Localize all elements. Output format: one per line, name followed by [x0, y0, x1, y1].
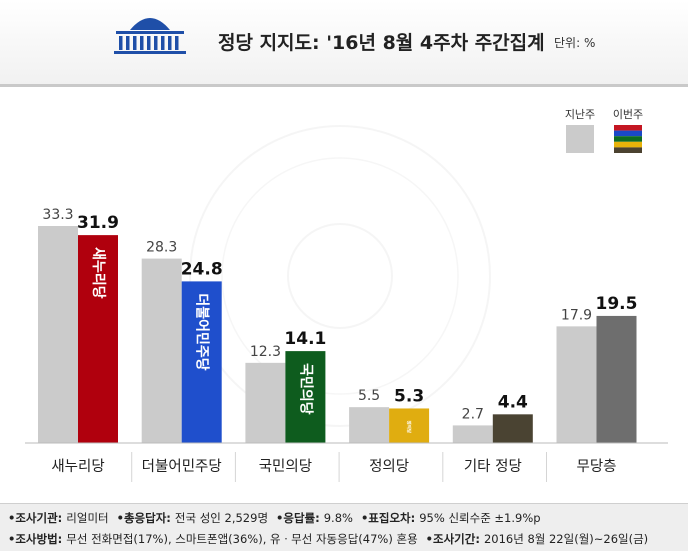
bar-previous-week	[38, 226, 78, 443]
footer-item-key: •조사기간:	[425, 532, 484, 546]
category-label: 국민의당	[259, 458, 312, 475]
bar-current-week	[596, 315, 637, 443]
data-label-current: 4.4	[498, 392, 528, 412]
bar-current-week	[389, 408, 430, 443]
bar-previous-week	[141, 258, 182, 443]
footer-item: •조사기관: 리얼미터	[8, 511, 109, 525]
footer-item-value: 무선 전화면접(17%), 스마트폰앱(36%), 유ㆍ무선 자동응답(47%)…	[66, 532, 418, 546]
footer-item: •표집오차: 95% 신뢰수준 ±1.9%p	[361, 511, 541, 525]
footer-item-key: •표집오차:	[360, 511, 420, 525]
data-label-current: 24.8	[181, 259, 223, 279]
legend: 지난주 이번주	[565, 108, 643, 153]
footer-item-key: •응답률:	[276, 511, 324, 525]
data-label-current: 19.5	[596, 294, 638, 314]
survey-info-footer: •조사기관: 리얼미터 •총응답자: 전국 성인 2,529명 •응답률: 9.8%…	[0, 503, 688, 551]
footer-item: •조사기간: 2016년 8월 22일(월)~26일(금)	[426, 532, 649, 546]
bar-current-week	[492, 414, 533, 443]
bar-previous-week	[556, 326, 597, 443]
data-label-current: 14.1	[284, 329, 326, 349]
data-label-current: 31.9	[77, 213, 119, 233]
footer-item-value: 9.8%	[323, 511, 353, 525]
footer-line-2: •조사방법: 무선 전화면접(17%), 스마트폰앱(36%), 유ㆍ무선 자동…	[8, 531, 648, 547]
legend-swatch-current-stripe	[614, 141, 642, 148]
category-label: 더불어민주당	[142, 458, 222, 475]
category-label: 정의당	[369, 458, 409, 475]
legend-label-previous: 지난주	[565, 108, 595, 121]
footer-item-key: •조사방법:	[8, 532, 67, 546]
party-name-bar-label: 더불어민주당	[194, 293, 211, 370]
legend-swatch-previous	[566, 125, 594, 153]
watermark-seal-icon	[189, 125, 491, 427]
category-label: 새누리당	[51, 458, 104, 475]
footer-line-1: •조사기관: 리얼미터 •총응답자: 전국 성인 2,529명 •응답률: 9.8%…	[8, 510, 541, 526]
bar-previous-week	[452, 425, 493, 443]
footer-item-key: •총응답자:	[116, 511, 175, 525]
category-label: 무당층	[576, 458, 616, 475]
bar-current-week	[285, 351, 326, 443]
party-name-bar-label: 새누리당	[90, 247, 107, 299]
footer-item: •응답률: 9.8%	[276, 511, 353, 525]
party-name-bar-label: 국민의당	[297, 363, 314, 415]
footer-item: •조사방법: 무선 전화면접(17%), 스마트폰앱(36%), 유ㆍ무선 자동…	[8, 532, 418, 546]
header: 정당 지지도: '16년 8월 4주차 주간집계 단위: %	[0, 0, 688, 87]
category-label: 기타 정당	[464, 458, 522, 475]
footer-item-key: •조사기관:	[8, 511, 67, 525]
bar-chart: 33.3 31.9새누리당새누리당28.324.8더불어민주당더불어민주당12.3…	[25, 108, 668, 482]
footer-item-value: 95% 신뢰수준 ±1.9%p	[419, 511, 541, 525]
legend-label-current: 이번주	[613, 108, 643, 121]
bar-current-week	[181, 281, 222, 443]
data-label-previous: 12.3	[250, 344, 281, 360]
bar-previous-week	[245, 362, 286, 443]
legend-swatch-current-stripe	[614, 147, 642, 153]
footer-item: •총응답자: 전국 성인 2,529명	[117, 511, 268, 525]
footer-item-value: 전국 성인 2,529명	[174, 511, 269, 525]
footer-item-value: 2016년 8월 22일(월)~26일(금)	[483, 532, 649, 546]
bar-current-week	[78, 235, 118, 443]
data-label-previous: 17.9	[561, 307, 592, 323]
bar-previous-week	[349, 407, 390, 443]
data-label-previous: 2.7	[462, 406, 484, 422]
party-name-bar-label: 정의당	[406, 420, 413, 433]
data-label-current: 5.3	[394, 386, 424, 406]
legend-swatch-current-stripe	[614, 125, 642, 131]
national-assembly-logo-icon	[114, 18, 186, 54]
data-label-previous: 5.5	[358, 388, 380, 404]
legend-swatch-current-stripe	[614, 130, 642, 137]
data-label-previous: 28.3	[146, 240, 177, 256]
footer-item-value: 리얼미터	[66, 511, 109, 525]
unit-label: 단위: %	[554, 36, 596, 50]
legend-swatch-current-stripe	[614, 136, 642, 142]
data-label-previous: 33.3	[42, 207, 73, 223]
chart-title: 정당 지지도: '16년 8월 4주차 주간집계	[218, 32, 545, 54]
